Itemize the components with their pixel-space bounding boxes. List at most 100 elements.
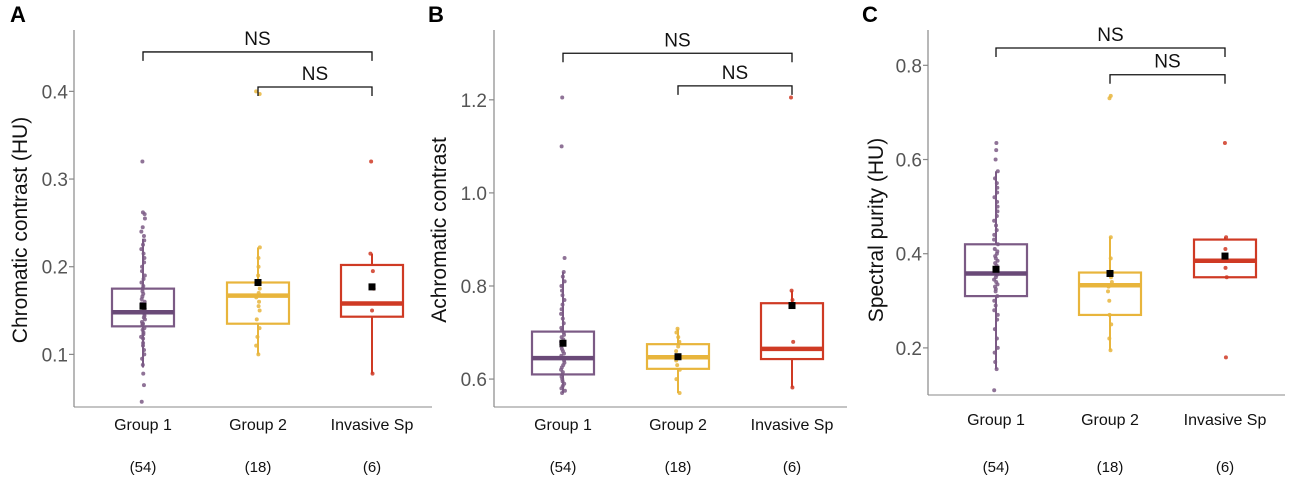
data-point: [139, 247, 144, 252]
y-tick-label: 1.0: [461, 184, 487, 205]
data-point: [141, 234, 146, 239]
data-point: [142, 260, 147, 265]
data-point: [560, 95, 565, 100]
data-point: [139, 334, 144, 339]
data-point: [992, 327, 997, 332]
data-point: [140, 159, 145, 164]
data-point: [790, 385, 795, 390]
data-point: [993, 176, 998, 181]
y-tick-label: 0.6: [896, 151, 922, 172]
significance-label: NS: [244, 29, 270, 50]
y-ticks-c: 0.2 0.4 0.6 0.8: [896, 56, 923, 360]
significance-bracket: [142, 51, 373, 61]
mean-marker: [139, 302, 147, 310]
panel-c: C Spectral purity (HU) 0.2 0.4 0.6 0.8 G…: [862, 2, 1285, 476]
significance-a: NS NS: [244, 29, 328, 85]
box-group-1: [963, 141, 1029, 393]
data-point: [1108, 93, 1113, 98]
data-point: [562, 256, 567, 261]
data-point: [370, 371, 375, 376]
data-point: [255, 334, 260, 339]
data-point: [995, 199, 1000, 204]
significance-label: NS: [664, 30, 690, 51]
data-point: [992, 388, 997, 393]
data-point: [995, 204, 1000, 209]
data-point: [560, 274, 565, 279]
data-point: [1224, 235, 1229, 240]
x-ticks-c: Group 1 Group 2 Invasive Sp: [967, 412, 1266, 429]
data-point: [677, 391, 682, 396]
data-point: [994, 223, 999, 228]
data-point: [789, 95, 794, 100]
data-point: [1224, 275, 1229, 280]
data-point: [677, 339, 682, 344]
data-point: [559, 283, 564, 288]
data-point: [676, 335, 681, 340]
data-point: [256, 352, 261, 357]
significance-label: NS: [722, 63, 748, 84]
data-point: [1109, 279, 1114, 284]
data-point: [994, 141, 999, 146]
data-point: [140, 242, 145, 247]
data-point: [256, 304, 261, 309]
significance-c: NS NS: [1097, 25, 1180, 73]
data-point: [994, 367, 999, 372]
panel-a: A Chromatic contrast (HU) 0.1 0.2 0.3 0.…: [9, 2, 432, 476]
data-point: [559, 307, 564, 312]
y-tick-label: 0.2: [896, 339, 922, 360]
data-point: [142, 352, 147, 357]
data-point: [370, 269, 375, 274]
data-point: [995, 345, 1000, 350]
data-point: [790, 297, 795, 302]
x-tick-label: Invasive Sp: [751, 417, 834, 434]
y-tick-label: 0.4: [896, 245, 923, 266]
box-group-1: [530, 95, 596, 396]
data-point: [1108, 256, 1113, 261]
n-label: (18): [245, 459, 272, 476]
box-invasive-sp: [759, 95, 825, 390]
significance-b: NS NS: [664, 30, 748, 84]
data-point: [1107, 336, 1112, 341]
data-point: [559, 144, 564, 149]
n-labels-c: (54) (18) (6): [983, 459, 1235, 476]
y-tick-label: 0.8: [461, 277, 487, 298]
data-point: [674, 330, 679, 335]
data-point: [992, 237, 997, 242]
box-group-2: [225, 89, 291, 357]
data-point: [1108, 348, 1113, 353]
box-invasive-sp: [339, 159, 405, 376]
data-point: [674, 377, 679, 382]
n-label: (6): [1216, 459, 1234, 476]
data-point: [140, 362, 145, 367]
data-point: [141, 276, 146, 281]
data-point: [561, 270, 566, 275]
data-point: [1223, 355, 1228, 360]
y-ticks-b: 0.6 0.8 1.0 1.2: [461, 91, 487, 391]
significance-bracket: [677, 85, 793, 95]
n-label: (54): [550, 459, 577, 476]
data-point: [559, 325, 564, 330]
data-point: [993, 360, 998, 365]
data-point: [141, 284, 146, 289]
data-point: [562, 388, 567, 393]
significance-bracket: [562, 52, 793, 63]
data-point: [995, 317, 1000, 322]
data-point: [994, 214, 999, 219]
data-point: [140, 264, 145, 269]
data-point: [257, 299, 262, 304]
data-point: [677, 367, 682, 372]
data-point: [993, 157, 998, 162]
data-point: [142, 238, 147, 243]
x-tick-label: Group 1: [114, 417, 172, 434]
data-point: [257, 92, 262, 97]
data-point: [995, 294, 1000, 299]
data-point: [560, 302, 565, 307]
data-point: [994, 181, 999, 186]
n-label: (6): [783, 459, 801, 476]
data-point: [995, 312, 1000, 317]
y-tick-label: 0.2: [42, 258, 68, 279]
data-point: [993, 303, 998, 308]
data-point: [368, 251, 373, 256]
data-point: [791, 339, 796, 344]
y-tick-label: 0.3: [42, 170, 68, 191]
